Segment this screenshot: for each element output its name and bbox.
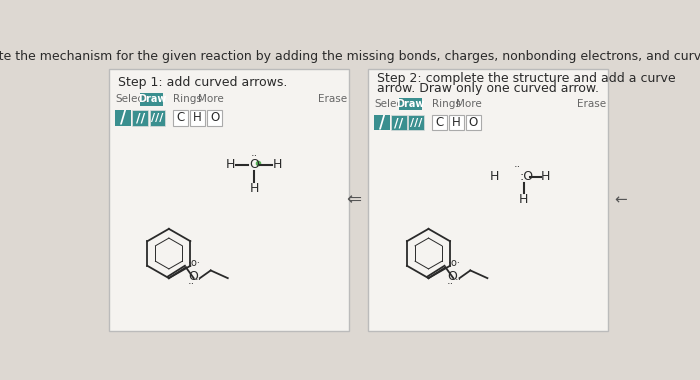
Text: Draw: Draw <box>138 95 166 105</box>
Text: O: O <box>447 270 458 283</box>
Bar <box>374 115 390 130</box>
Bar <box>116 110 131 126</box>
Bar <box>109 69 349 331</box>
Text: ··: ·· <box>514 162 522 172</box>
Text: More: More <box>456 99 482 109</box>
Text: Complete the mechanism for the given reaction by adding the missing bonds, charg: Complete the mechanism for the given rea… <box>0 50 700 63</box>
Bar <box>140 93 163 106</box>
Bar <box>449 115 464 130</box>
Text: H: H <box>249 182 259 195</box>
Text: Step 2: complete the structure and add a curve: Step 2: complete the structure and add a… <box>377 72 676 85</box>
Text: Select: Select <box>116 95 148 105</box>
Text: H: H <box>226 158 236 171</box>
Text: H: H <box>519 193 528 206</box>
Bar <box>190 110 205 126</box>
Text: ··: ·· <box>455 275 462 285</box>
Text: ⇐: ⇐ <box>346 191 361 209</box>
Text: ·o·: ·o· <box>188 258 200 268</box>
Bar <box>132 110 148 126</box>
Text: H: H <box>193 111 202 125</box>
Text: //: // <box>394 116 404 129</box>
Text: Rings: Rings <box>432 99 461 109</box>
Text: O: O <box>210 111 219 125</box>
Text: Erase: Erase <box>578 99 606 109</box>
Text: Select: Select <box>374 99 407 109</box>
Text: O: O <box>188 270 198 283</box>
Text: H: H <box>490 170 499 183</box>
Text: :O: :O <box>519 170 533 183</box>
Text: C: C <box>176 111 185 125</box>
Bar <box>399 98 422 110</box>
Text: H: H <box>541 170 550 183</box>
Text: Draw: Draw <box>396 99 425 109</box>
Text: ··: ·· <box>188 279 195 289</box>
Text: C: C <box>435 116 444 129</box>
Text: ··: ·· <box>447 279 454 289</box>
Text: /: / <box>120 109 126 127</box>
Text: More: More <box>197 95 223 105</box>
Bar <box>173 110 188 126</box>
Bar <box>432 115 447 130</box>
Bar <box>408 115 424 130</box>
Text: Step 1: add curved arrows.: Step 1: add curved arrows. <box>118 76 288 89</box>
Bar <box>150 110 165 126</box>
Bar <box>466 115 481 130</box>
Text: ··: ·· <box>195 275 202 285</box>
Text: ←: ← <box>615 192 627 207</box>
Text: O: O <box>249 158 259 171</box>
Text: ///: /// <box>151 113 163 123</box>
Text: ·o·: ·o· <box>448 258 460 268</box>
Text: Erase: Erase <box>318 95 348 105</box>
Text: ///: /// <box>410 117 422 128</box>
Text: H: H <box>273 158 282 171</box>
Text: //: // <box>136 111 145 125</box>
Text: ··: ·· <box>251 151 258 161</box>
Bar <box>207 110 223 126</box>
Text: O: O <box>469 116 478 129</box>
Text: Rings: Rings <box>173 95 202 105</box>
Text: arrow. Draw only one curved arrow.: arrow. Draw only one curved arrow. <box>377 82 599 95</box>
Text: /: / <box>379 114 385 131</box>
Bar <box>391 115 407 130</box>
Text: H: H <box>452 116 461 129</box>
Bar <box>368 69 608 331</box>
